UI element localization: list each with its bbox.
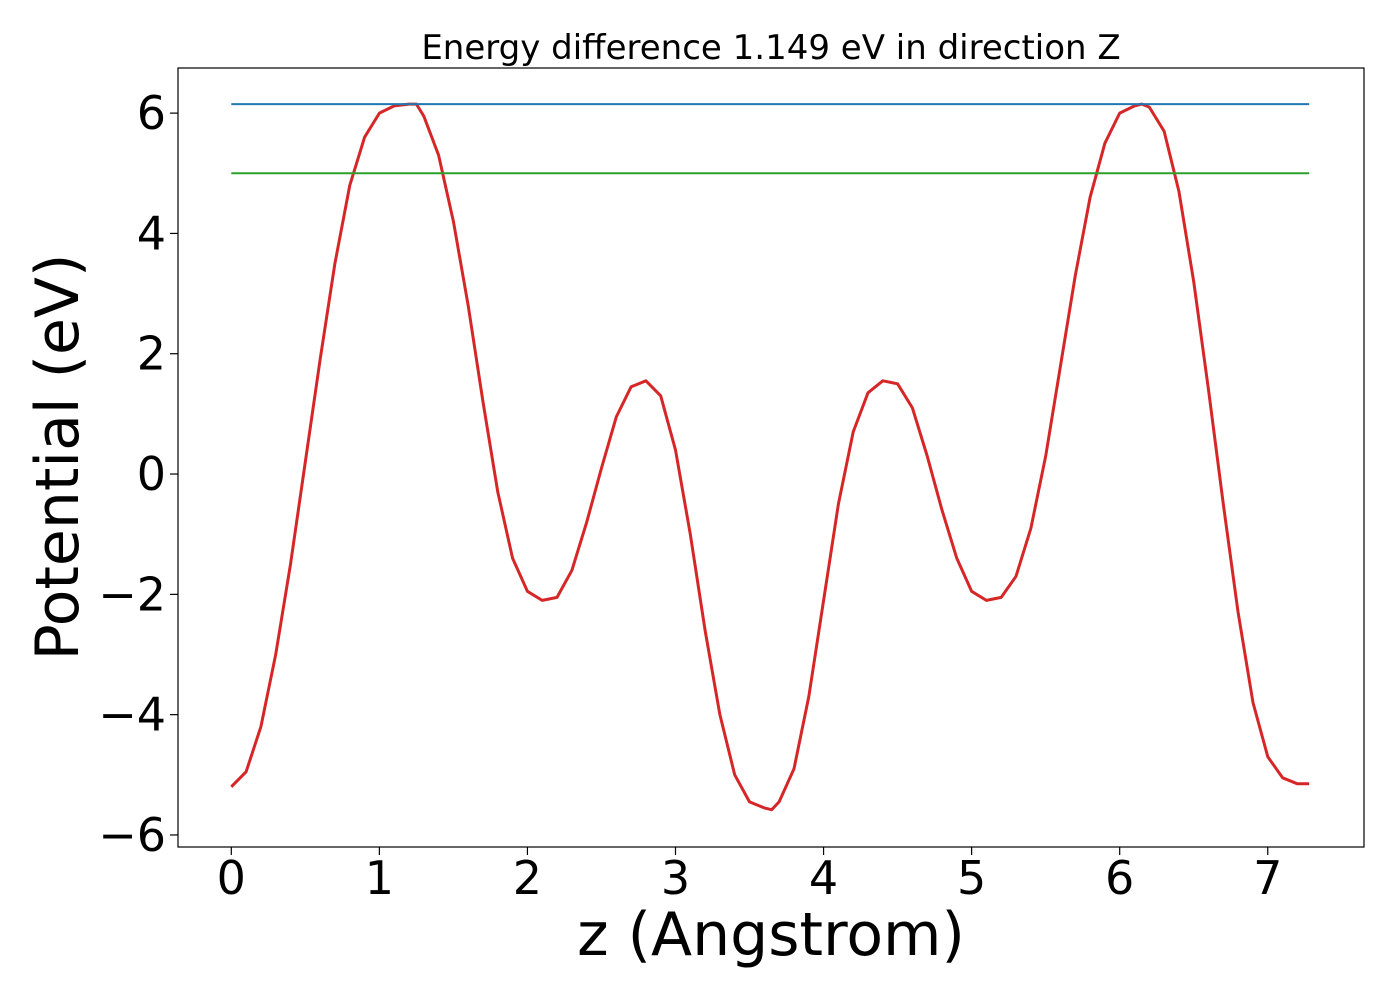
- x-tick-label: 1: [365, 851, 394, 905]
- y-tick-label: 6: [137, 86, 166, 140]
- y-tick-label: 2: [137, 327, 166, 381]
- x-axis: 0 1 2 3 4 5 6 7: [217, 847, 1282, 905]
- y-tick-label: −6: [98, 808, 166, 862]
- y-tick-label: −2: [98, 567, 166, 621]
- y-tick-label: −4: [98, 688, 166, 742]
- chart-title: Energy difference 1.149 eV in direction …: [421, 28, 1120, 68]
- x-tick-label: 5: [957, 851, 986, 905]
- y-tick-label: 0: [137, 447, 166, 501]
- x-tick-label: 6: [1105, 851, 1134, 905]
- x-axis-label: z (Angstrom): [577, 900, 965, 970]
- plot-frame: [177, 67, 1365, 848]
- x-tick-label: 7: [1253, 851, 1282, 905]
- y-tick-label: 4: [137, 206, 166, 260]
- x-tick-label: 2: [513, 851, 542, 905]
- y-axis-label: Potential (eV): [23, 254, 93, 661]
- plot-area: [230, 102, 1310, 812]
- y-axis: −6 −4 −2 0 2 4 6: [98, 86, 178, 862]
- x-tick-label: 4: [809, 851, 838, 905]
- x-tick-label: 0: [217, 851, 246, 905]
- series-line-0: [230, 102, 1310, 812]
- x-tick-label: 3: [661, 851, 690, 905]
